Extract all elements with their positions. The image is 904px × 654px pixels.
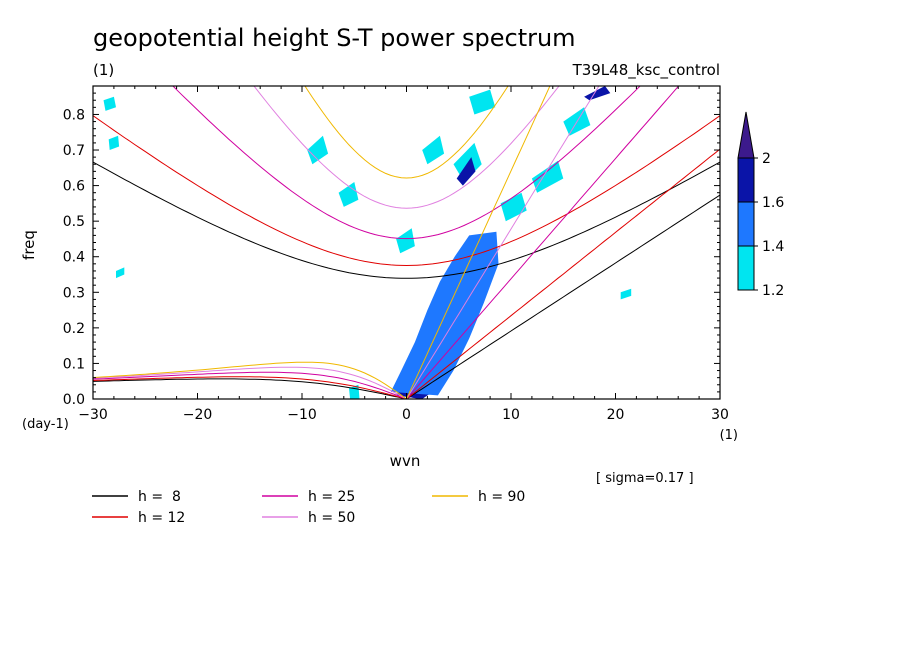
x-axis-label: wvn bbox=[390, 452, 421, 470]
x-unit-label: (1) bbox=[720, 428, 738, 443]
y-unit-label: (day-1) bbox=[22, 417, 69, 432]
y-tick-label: 0.8 bbox=[63, 107, 85, 123]
curve-1-0 bbox=[406, 148, 720, 399]
colorbar-label: 2 bbox=[762, 151, 771, 167]
colorbar-segment bbox=[737, 157, 755, 203]
power-region-12 bbox=[338, 182, 359, 207]
power-region-18 bbox=[620, 288, 632, 300]
x-tick-label: 20 bbox=[607, 407, 625, 423]
curve-1-1 bbox=[93, 115, 720, 267]
y-tick-label: 0.4 bbox=[63, 250, 85, 266]
chart-subtitle-right: T39L48_ksc_control bbox=[572, 61, 720, 80]
curve-0-2 bbox=[93, 378, 407, 399]
x-tick-label: −30 bbox=[78, 407, 108, 423]
x-tick-label: 30 bbox=[711, 407, 729, 423]
curve-2-0 bbox=[406, 86, 680, 399]
power-region-10 bbox=[584, 86, 611, 101]
colorbar-segment bbox=[737, 201, 755, 247]
colorbar-label: 1.6 bbox=[762, 195, 784, 211]
curve-3-1 bbox=[253, 86, 560, 209]
chart-title: geopotential height S-T power spectrum bbox=[93, 24, 576, 52]
x-tick-label: −10 bbox=[287, 407, 317, 423]
curve-0-1 bbox=[93, 161, 720, 279]
dispersion-curves bbox=[93, 86, 720, 399]
y-axis-label: freq bbox=[20, 230, 38, 260]
power-region-7 bbox=[500, 192, 527, 222]
colorbar-top-triangle bbox=[737, 111, 755, 159]
curve-3-2 bbox=[93, 366, 407, 399]
legend-label: h = 50 bbox=[308, 510, 355, 526]
colorbar-label: 1.2 bbox=[762, 283, 784, 299]
y-tick-label: 0.7 bbox=[63, 143, 85, 159]
legend-label: h = 8 bbox=[138, 489, 181, 505]
power-region-11 bbox=[307, 135, 329, 165]
chart-subtitle-left: (1) bbox=[93, 61, 114, 79]
curve-4-0 bbox=[406, 86, 551, 399]
legend: h = 8 h = 12 h = 25 h = 50 h = 90 bbox=[92, 489, 525, 526]
curve-2-2 bbox=[93, 371, 407, 399]
legend-label: h = 25 bbox=[308, 489, 355, 505]
curve-4-1 bbox=[304, 86, 509, 179]
x-axis: −30 −20 −10 0 10 20 30 bbox=[78, 86, 729, 423]
power-region-8 bbox=[531, 160, 564, 193]
power-region-16 bbox=[108, 135, 120, 150]
power-region-13 bbox=[396, 228, 415, 254]
curve-1-2 bbox=[93, 376, 407, 399]
y-tick-label: 0.3 bbox=[63, 285, 85, 301]
y-tick-label: 0.6 bbox=[63, 179, 85, 195]
y-tick-label: 0.5 bbox=[63, 214, 85, 230]
y-tick-label: 0.0 bbox=[63, 392, 85, 408]
power-region-4 bbox=[453, 142, 482, 182]
curve-0-0 bbox=[406, 194, 720, 399]
curve-4-2 bbox=[93, 361, 407, 399]
curve-2-1 bbox=[172, 86, 641, 240]
sigma-annotation: [ sigma=0.17 ] bbox=[596, 471, 694, 486]
legend-label: h = 12 bbox=[138, 510, 185, 526]
colorbar-segment bbox=[737, 245, 755, 291]
power-regions bbox=[103, 86, 632, 399]
power-region-2 bbox=[390, 231, 499, 396]
y-axis: 0.0 0.1 0.2 0.3 0.4 0.5 0.6 0.7 0.8 bbox=[63, 85, 720, 408]
power-region-6 bbox=[422, 135, 445, 165]
y-tick-label: 0.1 bbox=[63, 356, 85, 372]
x-tick-label: 10 bbox=[502, 407, 520, 423]
y-tick-label: 0.2 bbox=[63, 321, 85, 337]
power-region-17 bbox=[116, 267, 125, 279]
colorbar-label: 1.4 bbox=[762, 239, 784, 255]
x-tick-label: 0 bbox=[402, 407, 411, 423]
legend-label: h = 90 bbox=[478, 489, 525, 505]
x-tick-label: −20 bbox=[183, 407, 213, 423]
power-region-15 bbox=[103, 96, 116, 111]
curve-3-0 bbox=[406, 86, 600, 399]
colorbar: 2 1.6 1.4 1.2 bbox=[737, 111, 784, 299]
power-region-3 bbox=[469, 89, 496, 115]
power-region-5 bbox=[456, 157, 476, 186]
